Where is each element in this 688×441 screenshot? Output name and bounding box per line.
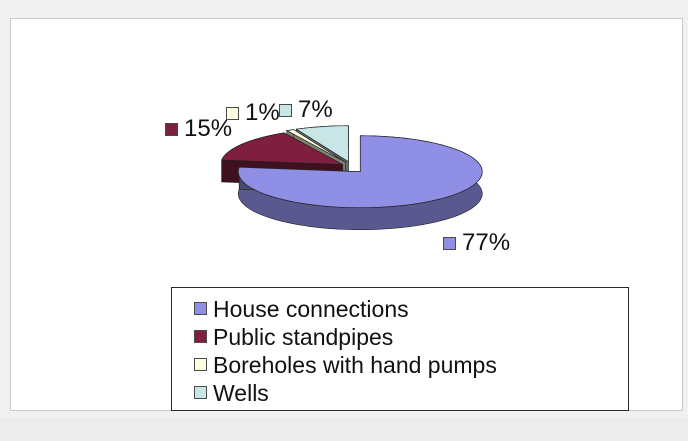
data-label-key-wells (279, 104, 292, 118)
data-label-boreholes: 1% (226, 101, 280, 125)
legend-key-wells (194, 386, 207, 400)
legend-key-public-standpipes (194, 330, 207, 344)
pie-slice-top (221, 132, 343, 165)
caption-strip (0, 418, 688, 441)
pie-slice-top (285, 129, 346, 163)
legend-item-boreholes: Boreholes with hand pumps (194, 351, 628, 379)
pie-slice-house-connections (237, 135, 483, 230)
pie-slice-top (295, 125, 349, 163)
chart-area: 77% 15% 1% 7% House connections Public s… (10, 18, 683, 411)
legend-label: Wells (213, 380, 269, 406)
data-label-house-connections: 77% (443, 231, 510, 255)
legend-item-house-connections: House connections (194, 295, 628, 323)
data-label-key-boreholes (226, 107, 239, 121)
data-label-text: 77% (462, 229, 511, 256)
legend-key-house-connections (194, 302, 207, 316)
legend-label: House connections (213, 296, 409, 322)
legend-item-public-standpipes: Public standpipes (194, 323, 628, 351)
pie-slice-top (237, 135, 483, 209)
legend-label: Boreholes with hand pumps (213, 352, 497, 378)
data-label-text: 15% (184, 115, 233, 142)
legend-label: Public standpipes (213, 324, 394, 350)
pie-chart (221, 125, 483, 230)
data-label-public-standpipes: 15% (165, 117, 232, 141)
data-label-key-house-connections (443, 237, 456, 251)
data-label-wells: 7% (279, 98, 333, 122)
data-label-key-public-standpipes (165, 123, 178, 137)
legend-item-wells: Wells (194, 379, 628, 407)
data-label-text: 1% (245, 99, 280, 126)
data-label-text: 7% (298, 96, 333, 123)
legend-key-boreholes (194, 358, 207, 372)
chart-legend: House connections Public standpipes Bore… (171, 287, 629, 411)
